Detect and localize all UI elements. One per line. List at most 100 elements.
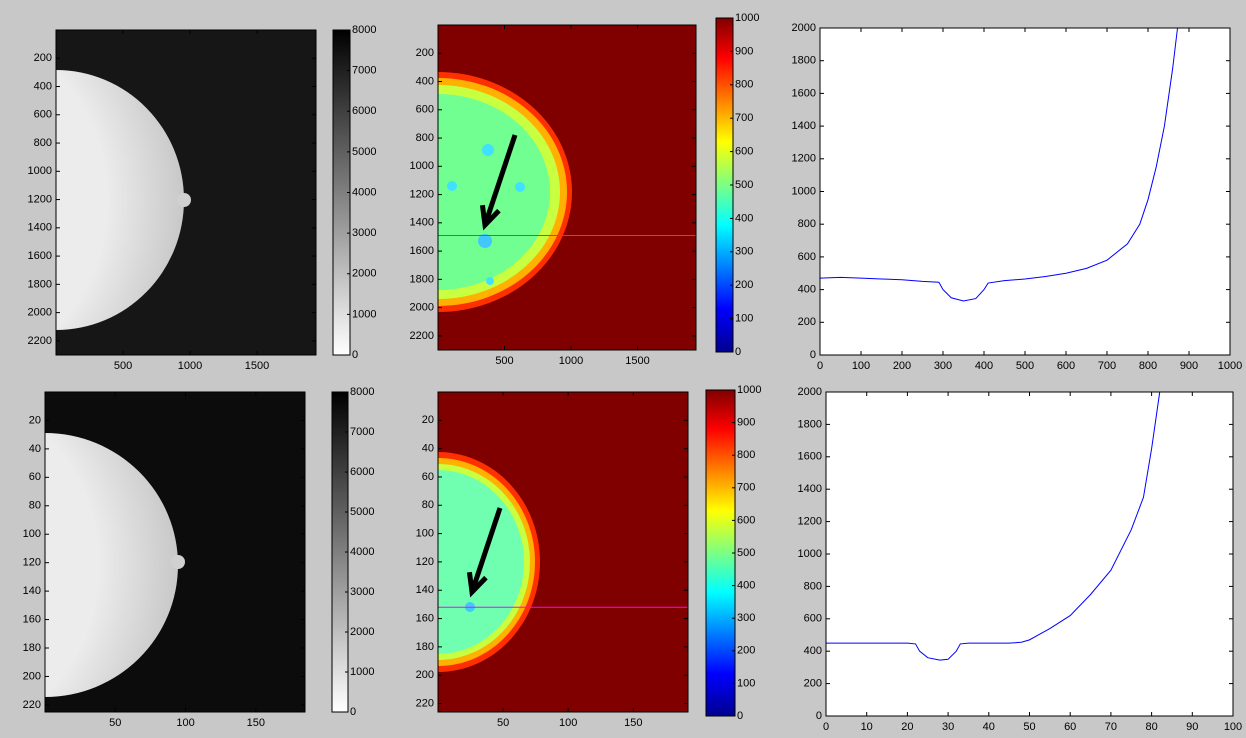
y-tick-label: 400 (416, 75, 434, 87)
colorbar-tick-label: 700 (735, 112, 753, 124)
x-tick-label: 1000 (1218, 360, 1242, 372)
y-tick-label: 80 (29, 500, 41, 512)
x-tick-label: 70 (1105, 721, 1117, 733)
y-tick-label: 180 (416, 641, 434, 653)
y-tick-label: 200 (804, 678, 822, 690)
x-tick-label: 800 (1139, 360, 1157, 372)
y-tick-label: 0 (810, 349, 816, 361)
colorbar-tick-label: 600 (735, 146, 753, 158)
y-tick-label: 800 (804, 580, 822, 592)
y-tick-label: 800 (34, 137, 52, 149)
y-tick-label: 1400 (410, 217, 434, 229)
x-tick-label: 90 (1186, 721, 1198, 733)
x-tick-label: 300 (934, 360, 952, 372)
colorbar-tick-label: 8000 (350, 386, 374, 398)
colorbar-tick-label: 1000 (737, 384, 761, 396)
y-tick-label: 100 (416, 527, 434, 539)
axes-frame (437, 391, 689, 713)
y-tick-label: 140 (416, 584, 434, 596)
colorbar-tick-label: 4000 (350, 546, 374, 558)
y-tick-label: 1000 (410, 160, 434, 172)
y-tick-label: 1600 (792, 87, 816, 99)
colorbar-tick-label: 400 (735, 212, 753, 224)
colorbar-tick-label: 0 (352, 349, 358, 361)
x-tick-label: 1500 (625, 355, 649, 367)
colorbar-tick-label: 6000 (352, 105, 376, 117)
arrow-head (479, 204, 501, 231)
x-tick-label: 40 (983, 721, 995, 733)
y-tick-label: 100 (23, 528, 41, 540)
y-tick-label: 220 (416, 697, 434, 709)
x-tick-label: 10 (861, 721, 873, 733)
colorbar-tick-label: 3000 (352, 227, 376, 239)
x-tick-label: 100 (176, 717, 194, 729)
colorbar-tick-label: 300 (737, 612, 755, 624)
x-tick-label: 100 (1224, 721, 1242, 733)
y-tick-label: 2200 (28, 335, 52, 347)
arrow-shaft (469, 507, 503, 593)
y-tick-label: 600 (416, 104, 434, 116)
colorbar-tick-label: 800 (737, 449, 755, 461)
y-tick-label: 0 (816, 710, 822, 722)
y-tick-label: 1000 (28, 165, 52, 177)
x-tick-label: 150 (247, 717, 265, 729)
y-tick-label: 40 (29, 443, 41, 455)
y-tick-label: 40 (422, 443, 434, 455)
colorbar-tick-label: 1000 (735, 12, 759, 24)
colorbar-tick-label: 0 (735, 346, 741, 358)
x-tick-label: 150 (624, 717, 642, 729)
y-tick-label: 1000 (798, 548, 822, 560)
colorbar-tick-label: 400 (737, 580, 755, 592)
y-tick-label: 1400 (792, 120, 816, 132)
colorbar-tick-label: 1000 (350, 666, 374, 678)
x-tick-label: 600 (1057, 360, 1075, 372)
data-line (826, 391, 1161, 661)
y-tick-label: 2000 (792, 22, 816, 34)
colorbar-tick-label: 700 (737, 482, 755, 494)
colorbar-tick-label: 4000 (352, 186, 376, 198)
y-tick-label: 800 (798, 218, 816, 230)
y-tick-label: 140 (23, 585, 41, 597)
x-tick-label: 900 (1180, 360, 1198, 372)
colorbar-tick-label: 500 (737, 547, 755, 559)
y-tick-label: 160 (23, 613, 41, 625)
x-tick-label: 500 (114, 360, 132, 372)
x-tick-label: 30 (942, 721, 954, 733)
x-tick-label: 700 (1098, 360, 1116, 372)
colorbar-tick-label: 2000 (352, 268, 376, 280)
axes-frame (437, 24, 697, 351)
y-tick-label: 400 (804, 645, 822, 657)
axes-frame (55, 29, 317, 356)
y-tick-label: 1400 (798, 483, 822, 495)
colorbar-tick-label: 0 (350, 706, 356, 718)
y-tick-label: 120 (23, 557, 41, 569)
y-tick-label: 600 (798, 251, 816, 263)
y-tick-label: 120 (416, 556, 434, 568)
x-tick-label: 1000 (559, 355, 583, 367)
colorbar-tick-label: 1000 (352, 308, 376, 320)
plot-area (826, 392, 1233, 716)
colorbar-tick-label: 2000 (350, 626, 374, 638)
x-tick-label: 500 (495, 355, 513, 367)
y-tick-label: 220 (23, 699, 41, 711)
colorbar-tick-label: 0 (737, 710, 743, 722)
x-tick-label: 50 (1023, 721, 1035, 733)
colorbar-tick-label: 600 (737, 514, 755, 526)
y-tick-label: 200 (34, 52, 52, 64)
y-tick-label: 1800 (410, 273, 434, 285)
y-tick-label: 600 (804, 613, 822, 625)
x-tick-label: 100 (559, 717, 577, 729)
x-tick-label: 100 (852, 360, 870, 372)
y-tick-label: 20 (422, 414, 434, 426)
y-tick-label: 400 (34, 80, 52, 92)
y-tick-label: 1000 (792, 185, 816, 197)
colorbar-tick-label: 300 (735, 246, 753, 258)
colorbar-tick-label: 100 (737, 677, 755, 689)
y-tick-label: 2000 (798, 386, 822, 398)
y-tick-label: 1200 (798, 516, 822, 528)
x-tick-label: 80 (1145, 721, 1157, 733)
y-tick-label: 1600 (410, 245, 434, 257)
y-tick-label: 160 (416, 612, 434, 624)
colorbar-tick-label: 200 (737, 645, 755, 657)
